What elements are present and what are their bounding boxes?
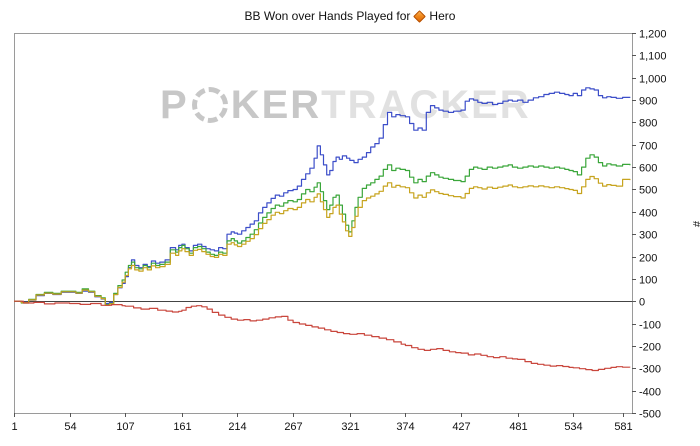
x-tick-label: 54 <box>64 421 76 433</box>
plot-frame <box>14 33 633 414</box>
x-tick-label: 107 <box>116 421 134 433</box>
x-tick-label: 267 <box>284 421 302 433</box>
y-tick-label: 1,100 <box>639 51 667 63</box>
y-tick-label: 900 <box>639 96 657 108</box>
series-blue <box>14 87 631 305</box>
x-tick-label: 481 <box>509 421 527 433</box>
x-tick-label: 321 <box>341 421 359 433</box>
chart-title-text: BB Won over Hands Played for <box>244 9 411 23</box>
y-tick-label: 0 <box>639 297 645 309</box>
y-tick-label: 600 <box>639 163 657 175</box>
y-tick-label: -500 <box>639 409 661 421</box>
y-tick-label: 700 <box>639 141 657 153</box>
y-tick-label: -200 <box>639 342 661 354</box>
y-tick-label: -100 <box>639 320 661 332</box>
watermark-text-ker: KER <box>230 83 322 127</box>
x-tick-label: 161 <box>173 421 191 433</box>
y-tick-label: 500 <box>639 185 657 197</box>
y-tick-label: 200 <box>639 253 657 265</box>
x-tick-label: 374 <box>396 421 414 433</box>
x-tick-label: 427 <box>452 421 470 433</box>
y-tick-label: 1,200 <box>639 29 667 41</box>
x-tick-label: 534 <box>564 421 582 433</box>
series-green <box>14 154 631 306</box>
chart-title-subject: Hero <box>429 9 456 23</box>
x-tick-label: 1 <box>11 421 17 433</box>
y-tick-label: 1,000 <box>639 74 667 86</box>
y-tick-label: 100 <box>639 275 657 287</box>
x-tick-label: 581 <box>614 421 632 433</box>
y-tick-label: 800 <box>639 118 657 130</box>
chart-title: BB Won over Hands Played for Hero <box>0 7 700 25</box>
y-tick-label: 300 <box>639 230 657 242</box>
x-tick-label: 214 <box>228 421 246 433</box>
series-yellow <box>14 175 631 306</box>
poker-chip-icon <box>191 87 228 123</box>
watermark-text-p: P <box>160 83 189 127</box>
y-tick-label: -300 <box>639 364 661 376</box>
y-tick-label: 400 <box>639 208 657 220</box>
y-tick-label: -400 <box>639 387 661 399</box>
series-red <box>14 300 631 372</box>
